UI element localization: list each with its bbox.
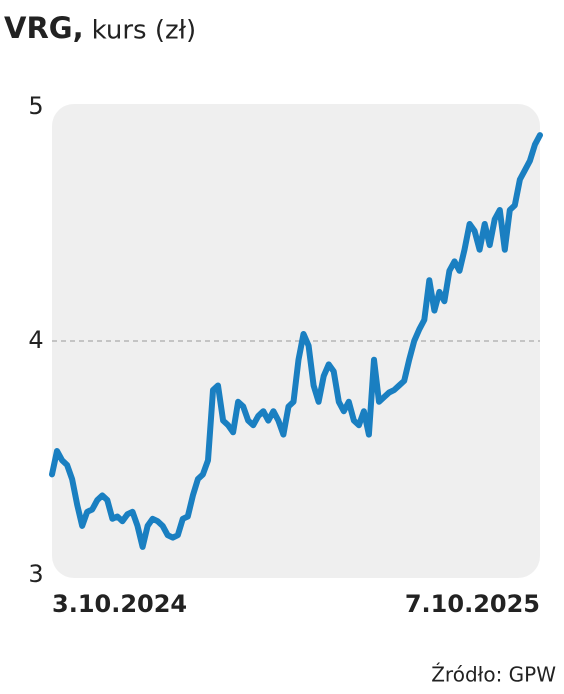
chart-title: VRG, [4,11,84,45]
chart-subtitle: kurs (zł) [92,16,197,46]
x-tick-label: 7.10.2025 [405,590,540,618]
price-line [49,132,543,550]
y-tick-label: 5 [28,92,43,120]
source: Źródło: GPW [431,663,556,687]
x-tick-label: 3.10.2024 [52,590,187,618]
y-tick-label: 3 [28,560,43,588]
y-tick-label: 4 [28,326,43,354]
